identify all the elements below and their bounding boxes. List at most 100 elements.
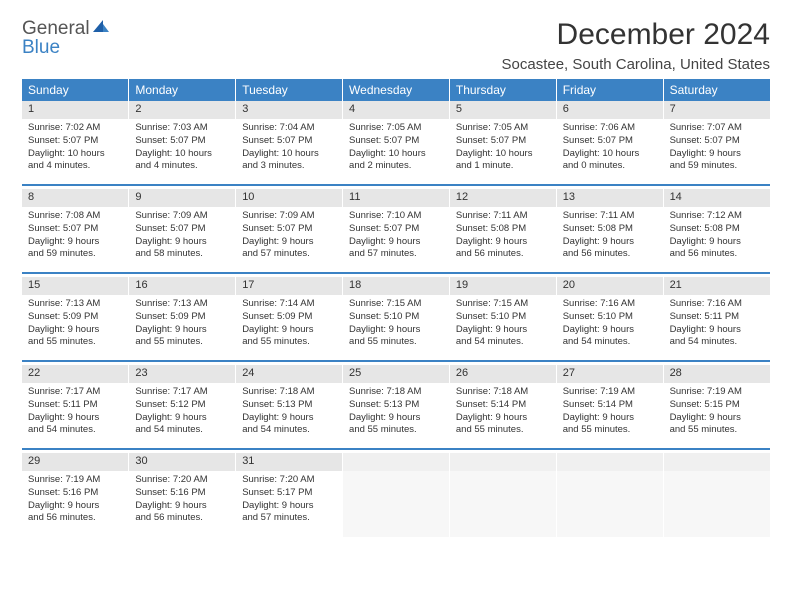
daylight-text-2: and 55 minutes. (349, 336, 443, 349)
day-content-cell: Sunrise: 7:19 AMSunset: 5:15 PMDaylight:… (663, 383, 770, 449)
sunset-text: Sunset: 5:16 PM (28, 487, 122, 500)
day-content-cell: Sunrise: 7:12 AMSunset: 5:08 PMDaylight:… (663, 207, 770, 273)
sunrise-text: Sunrise: 7:04 AM (242, 122, 336, 135)
content-row: Sunrise: 7:13 AMSunset: 5:09 PMDaylight:… (22, 295, 770, 361)
day-number-cell: 7 (663, 101, 770, 119)
logo: General Blue (22, 18, 111, 57)
day-number-cell: 8 (22, 189, 129, 207)
logo-sail-icon (91, 18, 111, 38)
sunrise-text: Sunrise: 7:05 AM (456, 122, 550, 135)
day-content-cell: Sunrise: 7:17 AMSunset: 5:12 PMDaylight:… (129, 383, 236, 449)
sunset-text: Sunset: 5:07 PM (670, 135, 764, 148)
weekday-header: Sunday (22, 79, 129, 101)
sunrise-text: Sunrise: 7:15 AM (349, 298, 443, 311)
day-number-cell: 11 (343, 189, 450, 207)
day-number-cell: 9 (129, 189, 236, 207)
daylight-text-2: and 58 minutes. (135, 248, 229, 261)
day-content-cell: Sunrise: 7:14 AMSunset: 5:09 PMDaylight:… (236, 295, 343, 361)
day-number-cell: 20 (556, 277, 663, 295)
sunrise-text: Sunrise: 7:15 AM (456, 298, 550, 311)
daylight-text-2: and 55 minutes. (456, 424, 550, 437)
day-content-cell: Sunrise: 7:16 AMSunset: 5:10 PMDaylight:… (556, 295, 663, 361)
day-number-cell: 15 (22, 277, 129, 295)
daylight-text-2: and 55 minutes. (242, 336, 336, 349)
day-content-cell: Sunrise: 7:03 AMSunset: 5:07 PMDaylight:… (129, 119, 236, 185)
daylight-text-2: and 56 minutes. (563, 248, 657, 261)
sunrise-text: Sunrise: 7:11 AM (563, 210, 657, 223)
day-number-cell (663, 453, 770, 471)
daylight-text-2: and 55 minutes. (349, 424, 443, 437)
sunset-text: Sunset: 5:15 PM (670, 399, 764, 412)
sunset-text: Sunset: 5:07 PM (349, 223, 443, 236)
sunset-text: Sunset: 5:07 PM (563, 135, 657, 148)
daylight-text-1: Daylight: 9 hours (242, 324, 336, 337)
sunrise-text: Sunrise: 7:20 AM (242, 474, 336, 487)
sunset-text: Sunset: 5:07 PM (28, 135, 122, 148)
daylight-text-2: and 2 minutes. (349, 160, 443, 173)
day-content-cell: Sunrise: 7:05 AMSunset: 5:07 PMDaylight:… (343, 119, 450, 185)
day-content-cell (556, 471, 663, 537)
content-row: Sunrise: 7:19 AMSunset: 5:16 PMDaylight:… (22, 471, 770, 537)
daylight-text-1: Daylight: 9 hours (135, 236, 229, 249)
day-number-cell: 28 (663, 365, 770, 383)
weekday-header: Thursday (449, 79, 556, 101)
daylight-text-2: and 1 minute. (456, 160, 550, 173)
sunset-text: Sunset: 5:07 PM (456, 135, 550, 148)
daylight-text-2: and 55 minutes. (28, 336, 122, 349)
daylight-text-2: and 55 minutes. (563, 424, 657, 437)
daylight-text-2: and 54 minutes. (28, 424, 122, 437)
daylight-text-1: Daylight: 10 hours (563, 148, 657, 161)
daylight-text-1: Daylight: 9 hours (28, 500, 122, 513)
sunset-text: Sunset: 5:13 PM (242, 399, 336, 412)
content-row: Sunrise: 7:08 AMSunset: 5:07 PMDaylight:… (22, 207, 770, 273)
day-content-cell: Sunrise: 7:18 AMSunset: 5:14 PMDaylight:… (449, 383, 556, 449)
day-content-cell: Sunrise: 7:11 AMSunset: 5:08 PMDaylight:… (449, 207, 556, 273)
daylight-text-2: and 4 minutes. (135, 160, 229, 173)
daylight-text-1: Daylight: 9 hours (670, 148, 764, 161)
day-number-cell: 12 (449, 189, 556, 207)
daylight-text-1: Daylight: 9 hours (242, 412, 336, 425)
day-content-cell: Sunrise: 7:04 AMSunset: 5:07 PMDaylight:… (236, 119, 343, 185)
day-number-cell: 30 (129, 453, 236, 471)
sunrise-text: Sunrise: 7:14 AM (242, 298, 336, 311)
sunrise-text: Sunrise: 7:07 AM (670, 122, 764, 135)
day-content-cell: Sunrise: 7:15 AMSunset: 5:10 PMDaylight:… (449, 295, 556, 361)
weekday-header: Tuesday (236, 79, 343, 101)
sunset-text: Sunset: 5:12 PM (135, 399, 229, 412)
day-number-cell: 16 (129, 277, 236, 295)
sunset-text: Sunset: 5:07 PM (135, 223, 229, 236)
day-number-cell: 2 (129, 101, 236, 119)
sunset-text: Sunset: 5:08 PM (563, 223, 657, 236)
daylight-text-1: Daylight: 9 hours (135, 500, 229, 513)
daylight-text-1: Daylight: 10 hours (242, 148, 336, 161)
day-content-cell: Sunrise: 7:18 AMSunset: 5:13 PMDaylight:… (343, 383, 450, 449)
weekday-header: Wednesday (343, 79, 450, 101)
day-number-cell (449, 453, 556, 471)
day-number-cell: 5 (449, 101, 556, 119)
sunrise-text: Sunrise: 7:17 AM (28, 386, 122, 399)
sunrise-text: Sunrise: 7:18 AM (456, 386, 550, 399)
daylight-text-1: Daylight: 10 hours (349, 148, 443, 161)
day-number-cell: 4 (343, 101, 450, 119)
daylight-text-2: and 56 minutes. (456, 248, 550, 261)
day-number-cell: 10 (236, 189, 343, 207)
day-number-cell: 29 (22, 453, 129, 471)
sunrise-text: Sunrise: 7:13 AM (28, 298, 122, 311)
daylight-text-1: Daylight: 9 hours (135, 412, 229, 425)
sunrise-text: Sunrise: 7:10 AM (349, 210, 443, 223)
sunset-text: Sunset: 5:10 PM (563, 311, 657, 324)
daylight-text-2: and 59 minutes. (670, 160, 764, 173)
day-content-cell: Sunrise: 7:10 AMSunset: 5:07 PMDaylight:… (343, 207, 450, 273)
daylight-text-1: Daylight: 9 hours (563, 236, 657, 249)
location-subtitle: Socastee, South Carolina, United States (502, 56, 771, 73)
logo-text: General Blue (22, 18, 111, 57)
daylight-text-2: and 59 minutes. (28, 248, 122, 261)
sunset-text: Sunset: 5:11 PM (670, 311, 764, 324)
day-content-cell: Sunrise: 7:02 AMSunset: 5:07 PMDaylight:… (22, 119, 129, 185)
daynum-row: 22232425262728 (22, 365, 770, 383)
sunset-text: Sunset: 5:07 PM (349, 135, 443, 148)
sunrise-text: Sunrise: 7:08 AM (28, 210, 122, 223)
sunrise-text: Sunrise: 7:02 AM (28, 122, 122, 135)
daylight-text-1: Daylight: 10 hours (135, 148, 229, 161)
daylight-text-1: Daylight: 10 hours (456, 148, 550, 161)
